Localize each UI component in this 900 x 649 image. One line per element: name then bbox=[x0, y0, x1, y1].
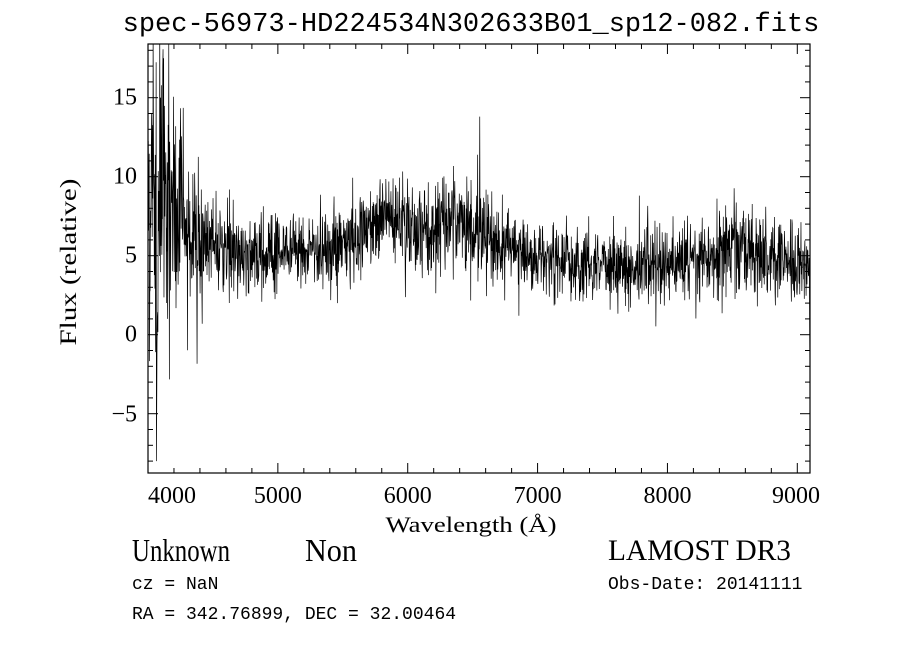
svg-text:spec-56973-HD224534N302633B01_: spec-56973-HD224534N302633B01_sp12-082.f… bbox=[123, 10, 820, 40]
svg-text:−5: −5 bbox=[111, 402, 137, 428]
svg-text:0: 0 bbox=[125, 322, 137, 348]
svg-text:Non: Non bbox=[305, 532, 357, 568]
svg-text:Unknown: Unknown bbox=[132, 532, 230, 568]
svg-text:7000: 7000 bbox=[514, 483, 562, 509]
svg-text:5: 5 bbox=[125, 243, 137, 269]
svg-text:4000: 4000 bbox=[148, 483, 196, 509]
svg-text:6000: 6000 bbox=[384, 483, 432, 509]
svg-text:cz = NaN: cz = NaN bbox=[132, 575, 218, 595]
svg-text:LAMOST DR3: LAMOST DR3 bbox=[608, 534, 791, 567]
svg-text:15: 15 bbox=[113, 85, 137, 111]
svg-text:Wavelength (Å): Wavelength (Å) bbox=[386, 512, 557, 537]
svg-text:Obs-Date: 20141111: Obs-Date: 20141111 bbox=[608, 575, 802, 595]
svg-text:RA = 342.76899, DEC = 32.0046: RA = 342.76899, DEC = 32.00464 bbox=[132, 605, 456, 625]
svg-text:8000: 8000 bbox=[643, 483, 691, 509]
svg-text:Flux (relative): Flux (relative) bbox=[56, 179, 81, 346]
svg-text:5000: 5000 bbox=[254, 483, 302, 509]
svg-text:10: 10 bbox=[113, 164, 137, 190]
svg-text:9000: 9000 bbox=[772, 483, 820, 509]
